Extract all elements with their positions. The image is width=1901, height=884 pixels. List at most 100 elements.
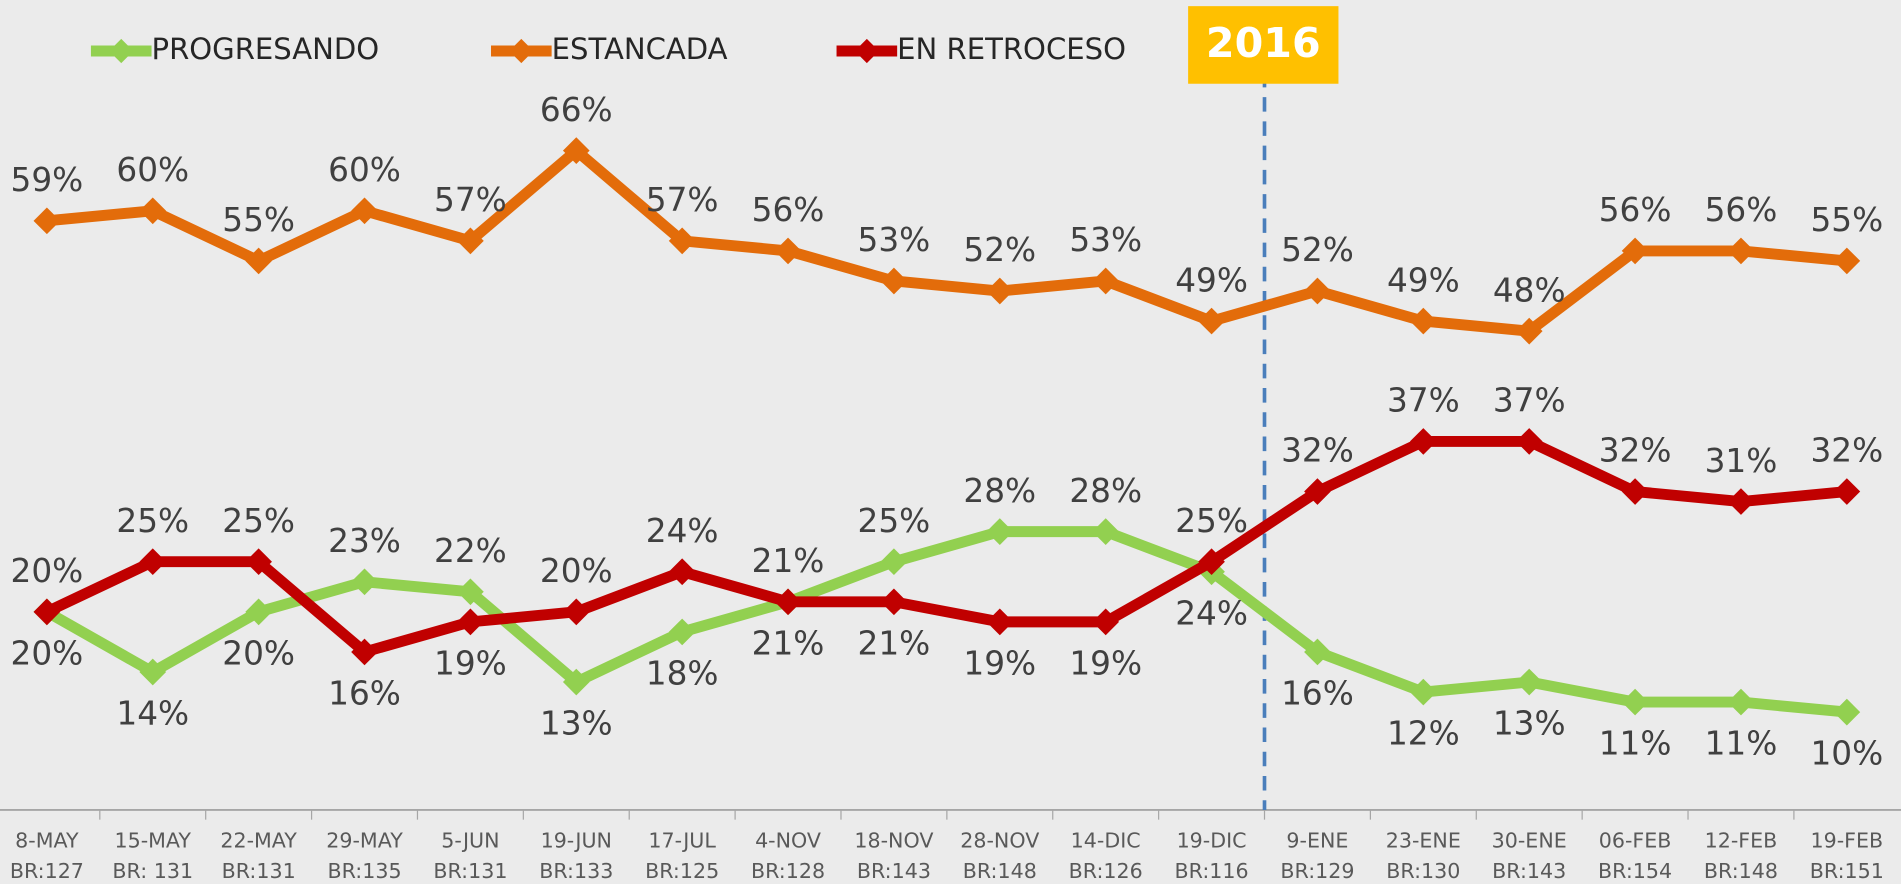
data-label: 57% <box>646 181 719 219</box>
data-label: 49% <box>1175 261 1248 299</box>
data-label: 25% <box>858 502 931 540</box>
point <box>33 207 61 235</box>
point <box>351 197 378 225</box>
data-label: 32% <box>1281 432 1354 470</box>
data-label: 56% <box>1705 191 1778 229</box>
point <box>1727 488 1755 515</box>
data-label: 56% <box>752 191 825 229</box>
x-tick-label: 15-MAY <box>114 828 191 852</box>
point <box>1409 307 1437 335</box>
point <box>1304 277 1331 305</box>
series-line <box>46 145 1848 337</box>
x-tick-label: 19-DIC <box>1177 828 1247 852</box>
point <box>1515 668 1543 696</box>
point <box>1727 688 1755 716</box>
x-tick-label: 17-JUL <box>648 828 716 852</box>
data-label: 57% <box>434 181 507 219</box>
x-tick-label: BR:148 <box>963 859 1037 883</box>
data-label: 25% <box>1175 502 1248 540</box>
point <box>1621 478 1649 505</box>
point <box>1833 478 1861 505</box>
x-tick-label: 8-MAY <box>15 828 79 852</box>
data-label: 25% <box>222 502 295 540</box>
data-label: 19% <box>434 645 507 683</box>
data-label: 37% <box>1493 382 1566 420</box>
point <box>1198 307 1225 335</box>
x-tick-label: BR:127 <box>10 859 84 883</box>
year-box <box>1188 6 1339 84</box>
data-label: 16% <box>328 675 401 713</box>
point <box>986 608 1014 636</box>
data-label: 11% <box>1599 725 1672 763</box>
point <box>1621 237 1649 265</box>
point <box>457 608 484 636</box>
x-tick-label: 30-ENE <box>1492 828 1567 852</box>
data-label: 55% <box>1810 201 1883 239</box>
point <box>774 237 802 265</box>
legend-marker <box>109 38 134 64</box>
data-label: 21% <box>752 624 825 662</box>
point <box>1515 317 1543 345</box>
x-tick-label: BR:130 <box>1386 859 1460 883</box>
point <box>880 267 908 295</box>
legend-label: EN RETROCESO <box>897 32 1126 66</box>
x-tick-label: 12-FEB <box>1705 828 1778 852</box>
data-label: 19% <box>963 645 1036 683</box>
data-label: 20% <box>11 552 84 590</box>
data-label: 60% <box>116 151 189 189</box>
series-line <box>44 435 1848 658</box>
x-tick-label: 06-FEB <box>1599 828 1672 852</box>
data-label: 49% <box>1387 261 1460 299</box>
data-label: 20% <box>540 552 613 590</box>
data-label: 31% <box>1705 442 1778 480</box>
x-tick-label: 19-JUN <box>541 828 612 852</box>
data-label: 19% <box>1069 645 1142 683</box>
x-tick-label: 5-JUN <box>441 828 499 852</box>
data-label: 14% <box>116 695 189 733</box>
x-tick-label: BR:143 <box>857 859 931 883</box>
point <box>1092 267 1120 295</box>
point <box>1515 428 1543 455</box>
point <box>457 227 484 255</box>
x-tick-label: BR:129 <box>1280 859 1354 883</box>
data-label: 37% <box>1387 382 1460 420</box>
x-tick-label: 14-DIC <box>1071 828 1141 852</box>
data-label: 56% <box>1599 191 1672 229</box>
x-tick-label: 9-ENE <box>1286 828 1348 852</box>
point <box>986 518 1014 545</box>
x-tick-label: BR:125 <box>645 859 719 883</box>
data-label: 28% <box>963 472 1036 510</box>
x-tick-label: BR:133 <box>539 859 613 883</box>
point <box>1727 237 1755 265</box>
data-label: 22% <box>434 532 507 570</box>
data-label: 59% <box>11 161 84 199</box>
data-label: 55% <box>222 201 295 239</box>
data-label: 10% <box>1810 735 1883 773</box>
x-tick-label: BR:151 <box>1810 859 1884 883</box>
x-tick-label: 19-FEB <box>1811 828 1884 852</box>
series-line <box>44 526 1848 718</box>
x-tick-label: BR:154 <box>1598 859 1672 883</box>
data-label: 21% <box>858 624 931 662</box>
data-label: 21% <box>752 542 825 580</box>
point <box>245 247 272 275</box>
x-tick-label: BR:143 <box>1492 859 1566 883</box>
point <box>1092 608 1120 636</box>
point <box>668 227 696 255</box>
data-label: 20% <box>11 634 84 672</box>
x-tick-label: 23-ENE <box>1386 828 1461 852</box>
legend-marker <box>854 38 879 64</box>
point <box>1621 688 1649 716</box>
data-label: 13% <box>1493 705 1566 743</box>
x-tick-label: 29-MAY <box>326 828 403 852</box>
data-label: 25% <box>116 502 189 540</box>
legend-marker <box>509 38 534 64</box>
legend-label: ESTANCADA <box>552 32 728 66</box>
data-label: 53% <box>1069 221 1142 259</box>
data-label: 32% <box>1810 432 1883 470</box>
data-label: 48% <box>1493 271 1566 309</box>
data-label: 60% <box>328 151 401 189</box>
point <box>1409 428 1437 455</box>
x-tick-label: BR:128 <box>751 859 825 883</box>
